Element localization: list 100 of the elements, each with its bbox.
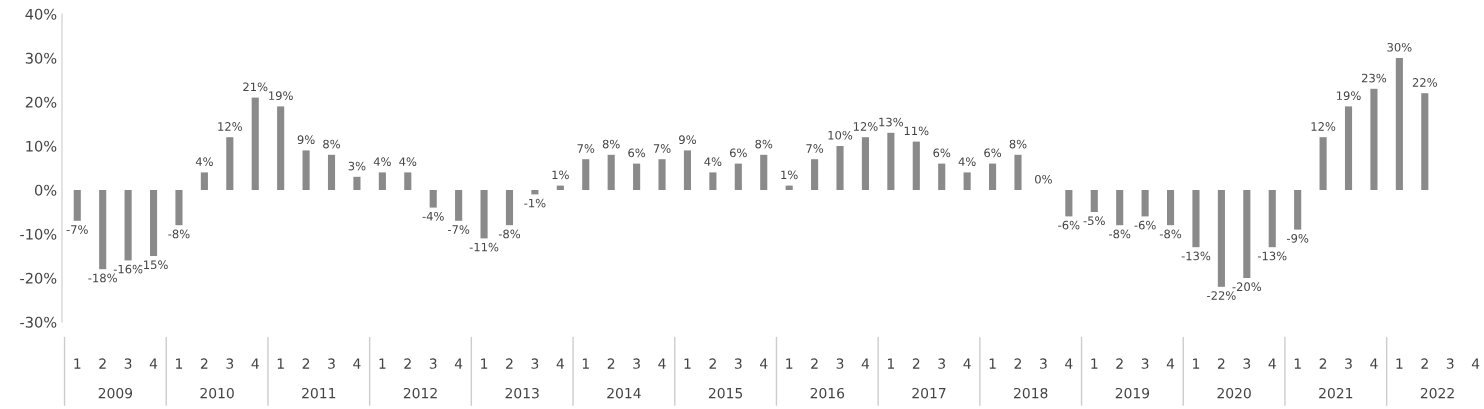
data-label: -4%: [422, 211, 444, 221]
data-label: 4%: [195, 157, 213, 166]
data-label: 11%: [904, 126, 929, 136]
y-tick-label: -20%: [20, 272, 57, 284]
data-label: -22%: [1207, 291, 1236, 300]
data-label: -11%: [469, 242, 499, 252]
bar: [836, 146, 844, 190]
bar: [1344, 106, 1353, 190]
x-tick-label: 1: [1091, 358, 1098, 369]
x-tick-label: 3: [1040, 358, 1047, 369]
data-label: 4%: [704, 157, 722, 166]
bar: [1421, 93, 1429, 190]
x-tick-label: 4: [454, 358, 463, 369]
x-tick-label: 1: [379, 358, 386, 369]
bar: [480, 190, 488, 239]
bar: [989, 163, 997, 190]
x-tick-label: 2: [404, 358, 411, 369]
bar: [734, 163, 742, 190]
bar: [811, 159, 819, 190]
data-label: 12%: [218, 122, 242, 131]
bar: [582, 159, 590, 190]
bar: [1141, 190, 1149, 217]
data-label: -8%: [168, 229, 190, 239]
x-tick-label: 3: [1345, 358, 1352, 369]
bar: [1268, 190, 1276, 248]
x-tick-label: 2: [811, 358, 818, 369]
bar: [1116, 190, 1124, 226]
text: 2011: [302, 387, 336, 399]
y-tick-label: 20%: [25, 96, 57, 108]
bar: [1090, 190, 1098, 212]
x-tick-label: 1: [277, 358, 284, 369]
x-tick-label: 4: [1471, 358, 1480, 369]
data-label: 6%: [933, 148, 951, 158]
x-tick-label: 3: [1141, 358, 1149, 369]
data-label: -7%: [66, 225, 88, 234]
x-tick-label: 3: [633, 358, 640, 369]
bar: [505, 190, 514, 226]
bar: [378, 172, 386, 190]
text: 2016: [810, 387, 845, 399]
data-label: 8%: [602, 139, 620, 149]
data-label: 21%: [243, 82, 268, 92]
data-label: 8%: [755, 139, 773, 149]
bar: [1243, 190, 1251, 278]
data-label: 12%: [1311, 122, 1336, 131]
x-tick-label: 2: [1217, 358, 1225, 369]
x-tick-label: 4: [353, 358, 361, 369]
bar: [175, 190, 183, 226]
x-tick-label: 1: [684, 358, 691, 369]
data-label: 19%: [269, 91, 293, 100]
bar: [429, 190, 437, 208]
bar: [277, 106, 285, 190]
x-tick-label: 4: [149, 358, 158, 369]
x-tick-label: 3: [531, 358, 539, 369]
x-tick-label: 4: [861, 358, 870, 369]
x-tick-label: 1: [1294, 358, 1301, 369]
bar: [1065, 190, 1073, 217]
data-label: -6%: [1058, 220, 1080, 230]
bar: [200, 172, 208, 190]
bar: [124, 190, 132, 261]
data-label: 4%: [373, 157, 391, 166]
data-label: 6%: [984, 148, 1002, 158]
data-label: -1%: [524, 198, 546, 208]
x-tick-label: 2: [1421, 358, 1428, 369]
bar: [404, 172, 412, 190]
x-tick-label: 1: [887, 358, 894, 369]
x-tick-label: 1: [1193, 358, 1200, 369]
bar: [1014, 154, 1022, 190]
bar: [1370, 88, 1378, 190]
data-label: 8%: [323, 139, 341, 149]
data-label: 6%: [628, 148, 646, 158]
text: 2012: [403, 387, 437, 399]
x-tick-label: 3: [938, 358, 946, 369]
data-label: 1%: [781, 170, 798, 180]
text: 2021: [1319, 387, 1353, 399]
x-tick-label: 3: [328, 358, 335, 369]
bar: [760, 154, 768, 190]
data-label: -9%: [1287, 233, 1309, 243]
bar: [607, 154, 615, 190]
bar: [556, 185, 564, 190]
x-tick-label: 1: [176, 358, 183, 369]
data-label: 4%: [399, 157, 417, 166]
x-tick-label: 4: [658, 358, 666, 369]
text: 2013: [505, 387, 539, 399]
data-label: -6%: [1134, 220, 1156, 230]
bar: [683, 150, 692, 190]
bar: [531, 190, 539, 195]
data-label: -8%: [1159, 229, 1182, 239]
x-tick-label: 3: [124, 358, 132, 369]
y-tick-label: 0%: [34, 184, 57, 196]
x-tick-label: 3: [1446, 358, 1454, 369]
x-tick-label: 2: [607, 358, 615, 369]
text: 2009: [98, 387, 133, 399]
bar: [1166, 190, 1175, 226]
x-tick-label: 3: [734, 358, 742, 369]
x-tick-label: 1: [786, 358, 793, 369]
x-tick-label: 4: [1166, 358, 1175, 369]
data-label: -5%: [1083, 216, 1105, 226]
text: 2015: [708, 387, 743, 399]
data-label: -13%: [1181, 251, 1211, 261]
x-tick-label: 4: [1370, 358, 1378, 369]
